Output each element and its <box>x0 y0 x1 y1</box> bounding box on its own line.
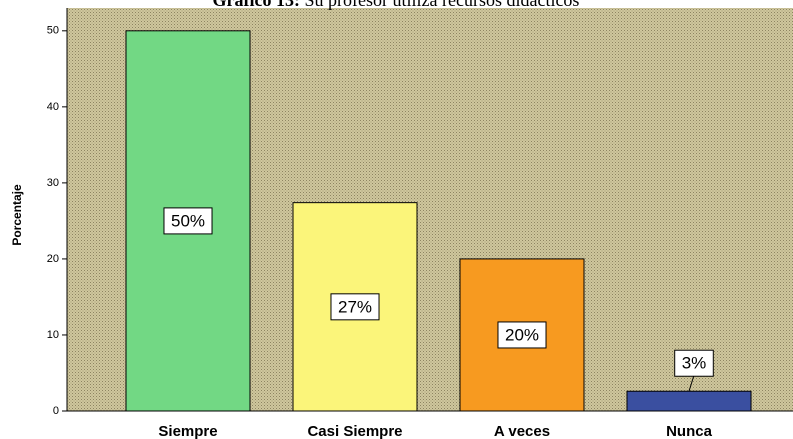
y-tick-label: 20 <box>47 253 59 265</box>
value-label-box <box>163 207 213 235</box>
value-label-box <box>497 321 547 349</box>
chart-title: Gráfico 13: Su profesor utiliza recursos… <box>213 0 580 10</box>
y-tick-label: 50 <box>47 25 59 37</box>
value-label: 20% <box>505 325 539 344</box>
x-tick-label: Nunca <box>666 423 713 439</box>
value-label-box <box>674 349 714 377</box>
title-label: Gráfico 13: <box>213 0 300 10</box>
value-label: 50% <box>171 211 205 230</box>
y-tick-label: 40 <box>47 101 59 113</box>
y-tick-label: 0 <box>53 405 59 417</box>
bar <box>626 390 752 412</box>
value-label: 3% <box>682 354 707 373</box>
y-axis-title: Porcentaje <box>10 184 24 246</box>
title-text: Su profesor utiliza recursos didácticos <box>305 0 580 10</box>
x-tick-label: Casi Siempre <box>307 423 402 439</box>
leader-line <box>688 375 695 392</box>
value-label-box <box>330 293 380 321</box>
y-tick-label: 10 <box>47 329 59 341</box>
x-tick-label: A veces <box>494 423 550 439</box>
value-label: 27% <box>338 297 372 316</box>
y-tick-label: 30 <box>47 177 59 189</box>
x-tick-label: Siempre <box>158 423 217 439</box>
